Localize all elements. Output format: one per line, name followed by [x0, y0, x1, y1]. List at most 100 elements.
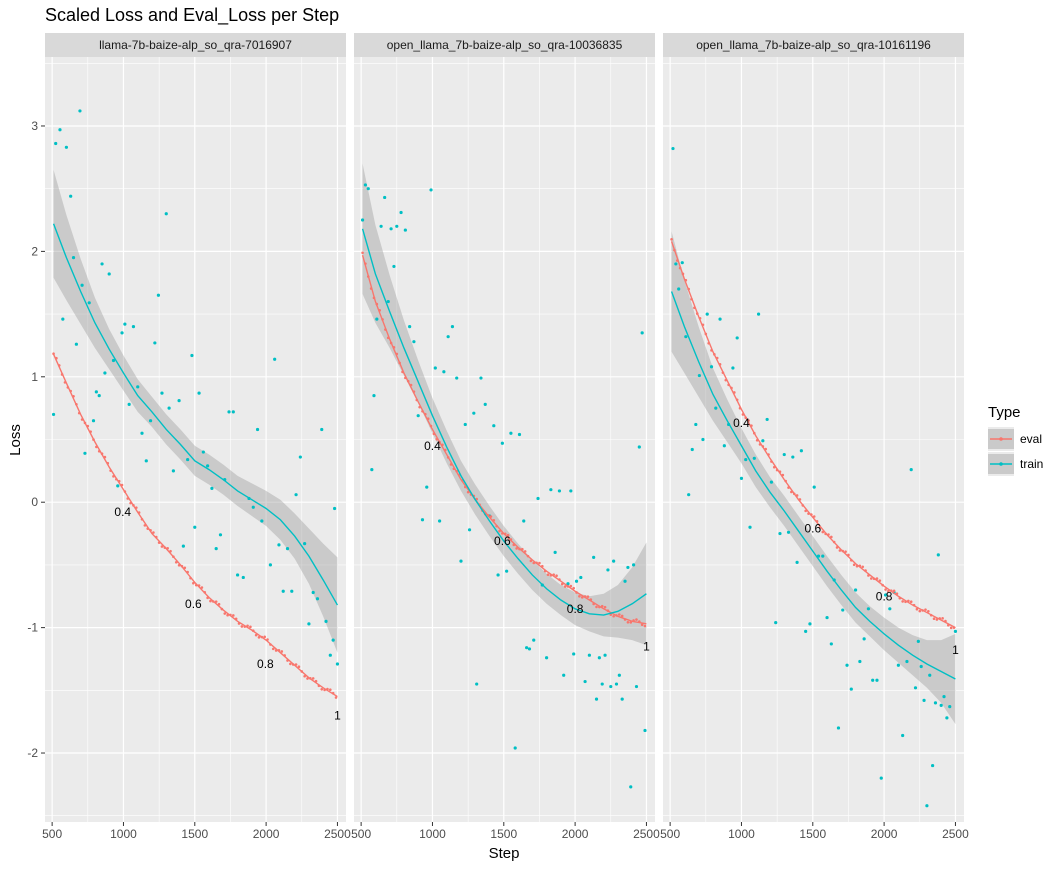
train-point — [148, 419, 153, 423]
eval-point — [612, 614, 615, 618]
train-point — [569, 489, 573, 493]
train-point — [475, 682, 479, 686]
train-point — [492, 424, 496, 428]
train-point — [735, 336, 739, 340]
x-tick-label: 2000 — [253, 827, 280, 841]
train-point — [674, 262, 678, 266]
y-tick-label: 1 — [31, 370, 38, 384]
eval-point — [830, 535, 833, 539]
eval-point — [361, 251, 364, 255]
train-point — [64, 145, 68, 149]
progress-annotation: 0.6 — [804, 522, 821, 536]
train-point — [120, 331, 124, 335]
legend-label-eval: eval — [1020, 432, 1042, 446]
train-point — [513, 746, 517, 750]
train-point — [412, 340, 416, 344]
eval-point — [915, 607, 919, 611]
eval-line — [361, 254, 647, 625]
train-point — [54, 141, 58, 146]
eval-point — [861, 565, 865, 569]
eval-point — [303, 674, 306, 678]
eval-point — [909, 600, 913, 604]
progress-annotation: 0.4 — [733, 416, 750, 430]
train-point — [574, 579, 579, 583]
progress-annotation: 0.4 — [114, 505, 131, 519]
train-point — [566, 582, 570, 586]
train-point — [171, 469, 175, 473]
facet-panels: llama-7b-baize-alp_so_qra-7016907 500 1000… — [27, 33, 969, 841]
train-point — [446, 335, 450, 339]
train-point — [680, 261, 684, 265]
legend-key-point — [999, 462, 1003, 466]
train-point — [866, 607, 871, 611]
train-point — [623, 579, 627, 583]
legend-title: Type — [988, 404, 1021, 421]
x-tick-label: 1500 — [181, 827, 208, 841]
progress-annotation: 0.8 — [257, 657, 274, 671]
train-point — [705, 312, 709, 316]
train-point — [640, 331, 644, 335]
train-point — [632, 563, 636, 567]
train-confidence-ribbon — [671, 231, 956, 725]
train-smooth-line — [670, 291, 956, 680]
eval-point — [949, 626, 953, 630]
eval-point — [670, 238, 673, 241]
eval-point — [257, 636, 261, 639]
train-point — [177, 399, 181, 403]
legend: Type eval train — [988, 404, 1043, 476]
train-point — [544, 656, 549, 660]
train-point — [557, 489, 562, 493]
train-point — [722, 444, 726, 448]
train-point — [131, 325, 136, 329]
train-point — [594, 697, 599, 701]
train-point — [765, 417, 769, 422]
x-tick-label: 1500 — [799, 827, 826, 841]
train-point — [363, 183, 368, 187]
y-tick-label: -1 — [27, 621, 38, 635]
x-tick-label: 500 — [660, 827, 680, 841]
train-point — [227, 410, 231, 414]
progress-annotation: 0.6 — [185, 597, 202, 611]
facet-strip-label: open_llama_7b-baize-alp_so_qra-10161196 — [696, 38, 931, 52]
train-point — [606, 568, 610, 572]
train-point — [603, 653, 607, 657]
train-point — [375, 317, 379, 321]
train-point — [916, 639, 920, 644]
train-point — [87, 301, 91, 305]
train-point — [214, 547, 218, 551]
train-point — [433, 366, 437, 370]
train-point — [901, 733, 905, 738]
eval-point — [240, 625, 244, 628]
train-point — [942, 694, 946, 699]
train-point — [600, 682, 604, 686]
eval-point — [329, 688, 332, 692]
eval-point — [626, 621, 630, 624]
train-point — [370, 467, 374, 472]
progress-annotation: 1 — [334, 708, 341, 722]
y-tick-label: -2 — [27, 746, 38, 760]
train-point — [144, 459, 148, 463]
eval-point — [232, 614, 235, 617]
train-point — [553, 550, 557, 554]
y-tick-label: 2 — [31, 244, 38, 258]
train-point — [186, 457, 190, 462]
x-tick-label: 1500 — [490, 827, 517, 841]
train-point — [315, 597, 320, 601]
train-point — [153, 341, 157, 345]
train-point — [841, 608, 845, 612]
progress-annotation: 0.8 — [567, 602, 584, 616]
train-point — [58, 128, 62, 132]
train-point — [808, 622, 812, 626]
train-point — [629, 785, 633, 789]
eval-point — [852, 563, 856, 567]
eval-point — [263, 635, 266, 639]
train-point — [744, 457, 748, 462]
train-point — [379, 224, 383, 228]
eval-point — [892, 589, 896, 593]
train-point — [479, 376, 483, 380]
eval-point — [498, 529, 501, 533]
train-point — [845, 663, 849, 667]
train-point — [320, 427, 324, 432]
train-point — [235, 573, 240, 577]
eval-point — [884, 588, 887, 591]
